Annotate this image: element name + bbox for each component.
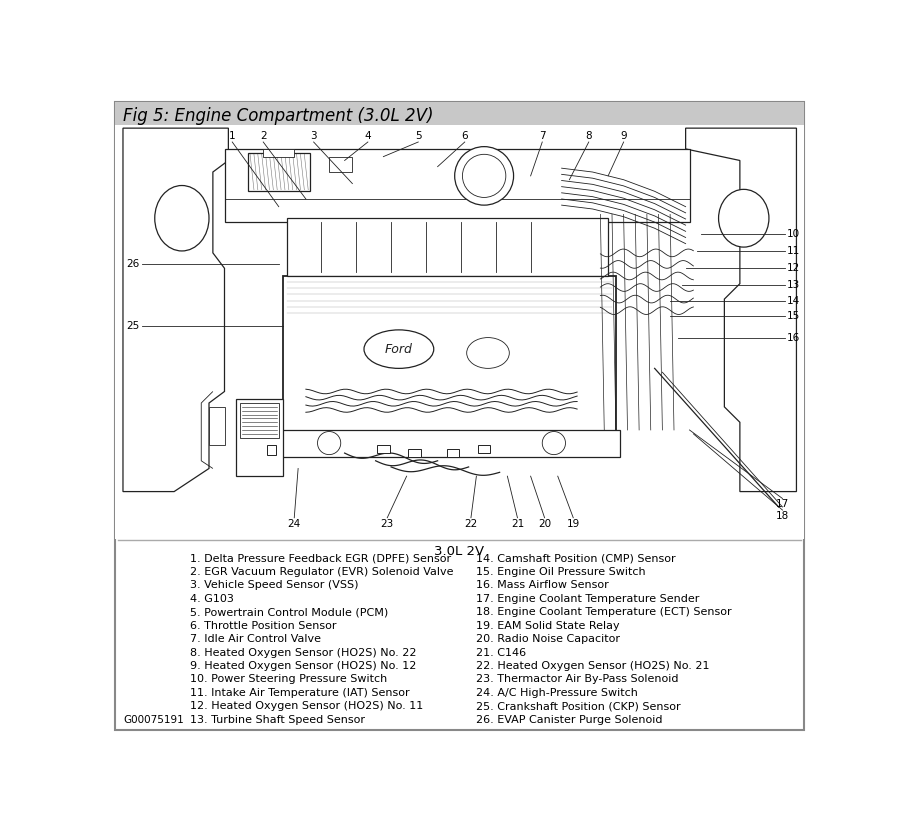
Text: Ford: Ford xyxy=(385,344,413,357)
Text: 4. G103: 4. G103 xyxy=(189,593,233,604)
Bar xyxy=(267,446,276,455)
Circle shape xyxy=(463,154,506,198)
Text: 17. Engine Coolant Temperature Sender: 17. Engine Coolant Temperature Sender xyxy=(476,593,700,604)
Bar xyxy=(408,449,421,457)
Circle shape xyxy=(455,147,514,205)
Bar xyxy=(329,157,353,172)
Circle shape xyxy=(543,432,565,455)
Text: 24: 24 xyxy=(288,518,300,528)
Text: 26. EVAP Canister Purge Solenoid: 26. EVAP Canister Purge Solenoid xyxy=(476,715,663,725)
Text: 18: 18 xyxy=(776,511,789,521)
Bar xyxy=(377,446,389,453)
Ellipse shape xyxy=(718,190,769,247)
Text: 7: 7 xyxy=(539,131,545,141)
Text: 3. Vehicle Speed Sensor (VSS): 3. Vehicle Speed Sensor (VSS) xyxy=(189,580,358,590)
Polygon shape xyxy=(123,129,229,492)
Text: 11. Intake Air Temperature (IAT) Sensor: 11. Intake Air Temperature (IAT) Sensor xyxy=(189,688,409,698)
Text: 25: 25 xyxy=(126,321,139,331)
Text: 23. Thermactor Air By-Pass Solenoid: 23. Thermactor Air By-Pass Solenoid xyxy=(476,675,679,685)
Text: 10: 10 xyxy=(787,228,799,239)
Text: 13. Turbine Shaft Speed Sensor: 13. Turbine Shaft Speed Sensor xyxy=(189,715,364,725)
Bar xyxy=(115,102,805,125)
Text: 13: 13 xyxy=(787,280,799,290)
Text: 6. Throttle Position Sensor: 6. Throttle Position Sensor xyxy=(189,620,336,630)
Text: 1: 1 xyxy=(229,131,236,141)
Text: 18. Engine Coolant Temperature (ECT) Sensor: 18. Engine Coolant Temperature (ECT) Sen… xyxy=(476,607,732,617)
Text: 9: 9 xyxy=(621,131,627,141)
Circle shape xyxy=(318,432,341,455)
Text: 24. A/C High-Pressure Switch: 24. A/C High-Pressure Switch xyxy=(476,688,639,698)
Bar xyxy=(279,430,620,457)
Text: 11: 11 xyxy=(787,246,799,256)
Text: 12: 12 xyxy=(787,264,799,274)
Text: Fig 5: Engine Compartment (3.0L 2V): Fig 5: Engine Compartment (3.0L 2V) xyxy=(123,107,433,124)
Text: 23: 23 xyxy=(380,518,394,528)
Text: 5. Powertrain Control Module (PCM): 5. Powertrain Control Module (PCM) xyxy=(189,607,388,617)
Text: 15. Engine Oil Pressure Switch: 15. Engine Oil Pressure Switch xyxy=(476,567,646,577)
Text: 2: 2 xyxy=(260,131,266,141)
Bar xyxy=(209,407,224,446)
Polygon shape xyxy=(685,129,797,492)
Bar xyxy=(286,218,608,276)
Text: 20. Radio Noise Capacitor: 20. Radio Noise Capacitor xyxy=(476,634,621,644)
Text: 22: 22 xyxy=(465,518,477,528)
Bar xyxy=(447,449,459,457)
Bar xyxy=(224,149,690,222)
Text: 20: 20 xyxy=(538,518,551,528)
Text: 12. Heated Oxygen Sensor (HO2S) No. 11: 12. Heated Oxygen Sensor (HO2S) No. 11 xyxy=(189,701,422,711)
Text: 9. Heated Oxygen Sensor (HO2S) No. 12: 9. Heated Oxygen Sensor (HO2S) No. 12 xyxy=(189,661,416,671)
Bar xyxy=(236,399,283,476)
Bar xyxy=(240,403,279,438)
Text: 25. Crankshaft Position (CKP) Sensor: 25. Crankshaft Position (CKP) Sensor xyxy=(476,701,681,711)
Ellipse shape xyxy=(155,185,209,251)
Text: 7. Idle Air Control Valve: 7. Idle Air Control Valve xyxy=(189,634,320,644)
Text: 10. Power Steering Pressure Switch: 10. Power Steering Pressure Switch xyxy=(189,675,387,685)
Text: 17: 17 xyxy=(776,499,789,509)
Bar xyxy=(263,149,294,157)
Text: 8. Heated Oxygen Sensor (HO2S) No. 22: 8. Heated Oxygen Sensor (HO2S) No. 22 xyxy=(189,648,416,658)
Text: 4: 4 xyxy=(364,131,371,141)
Text: G00075191: G00075191 xyxy=(123,715,184,725)
Text: 6: 6 xyxy=(461,131,468,141)
Text: 21. C146: 21. C146 xyxy=(476,648,527,658)
Bar xyxy=(283,276,616,438)
Text: 22. Heated Oxygen Sensor (HO2S) No. 21: 22. Heated Oxygen Sensor (HO2S) No. 21 xyxy=(476,661,710,671)
Text: 1. Delta Pressure Feedback EGR (DPFE) Sensor: 1. Delta Pressure Feedback EGR (DPFE) Se… xyxy=(189,553,451,563)
Text: 19. EAM Solid State Relay: 19. EAM Solid State Relay xyxy=(476,620,620,630)
Bar xyxy=(478,446,491,453)
Text: 5: 5 xyxy=(415,131,422,141)
Text: 26: 26 xyxy=(126,260,139,269)
Text: 2. EGR Vacuum Regulator (EVR) Solenoid Valve: 2. EGR Vacuum Regulator (EVR) Solenoid V… xyxy=(189,567,453,577)
Ellipse shape xyxy=(364,330,434,368)
Text: 16: 16 xyxy=(787,333,799,343)
Text: 14. Camshaft Position (CMP) Sensor: 14. Camshaft Position (CMP) Sensor xyxy=(476,553,676,563)
Text: 16. Mass Airflow Sensor: 16. Mass Airflow Sensor xyxy=(476,580,609,590)
Text: 8: 8 xyxy=(586,131,592,141)
Bar xyxy=(248,152,309,191)
Text: 3: 3 xyxy=(310,131,317,141)
Bar xyxy=(115,125,805,540)
Text: 3.0L 2V: 3.0L 2V xyxy=(434,545,484,559)
Ellipse shape xyxy=(466,338,509,368)
Text: 21: 21 xyxy=(510,518,524,528)
Text: 14: 14 xyxy=(787,296,799,306)
Text: 15: 15 xyxy=(787,311,799,321)
Text: 19: 19 xyxy=(567,518,579,528)
